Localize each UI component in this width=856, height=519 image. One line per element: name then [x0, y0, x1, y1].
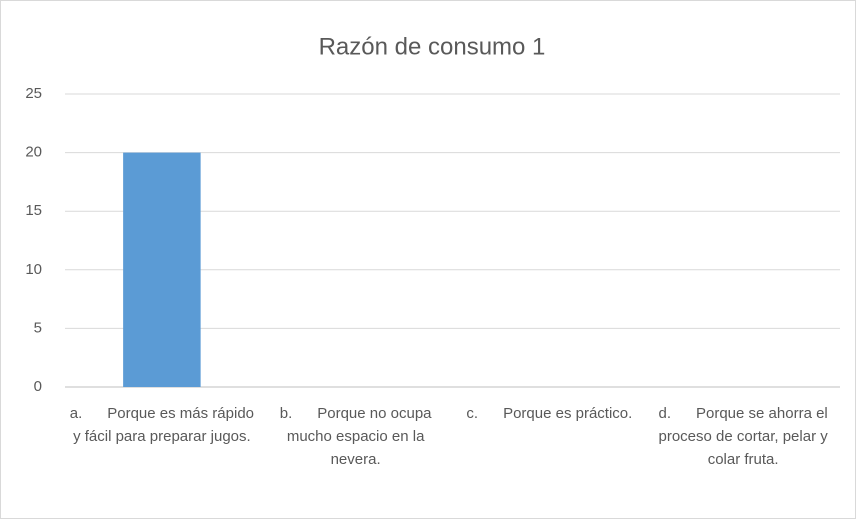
y-tick-label: 10 [25, 261, 42, 278]
y-tick-label: 15 [25, 202, 42, 219]
y-tick-label: 0 [34, 378, 42, 395]
y-tick-label: 5 [34, 319, 42, 336]
x-tick-label: d. Porque se ahorra el proceso de cortar… [658, 405, 832, 468]
chart-title: Razón de consumo 1 [319, 33, 546, 60]
x-tick-label: c. Porque es práctico. [466, 405, 633, 422]
bar [123, 152, 201, 387]
x-tick-label: b. Porque no ocupa mucho espacio en la n… [279, 405, 436, 468]
y-tick-label: 25 [25, 85, 42, 102]
x-tick-label: a. Porque es más rápido y fácil para pre… [69, 405, 254, 445]
y-tick-label: 20 [25, 144, 42, 161]
